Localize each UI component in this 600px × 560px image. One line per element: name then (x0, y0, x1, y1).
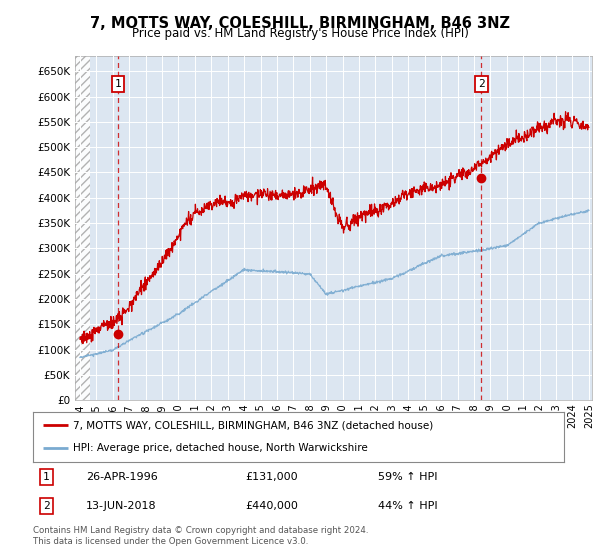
Text: 2: 2 (43, 501, 50, 511)
Text: 1: 1 (115, 80, 121, 89)
Text: 26-APR-1996: 26-APR-1996 (86, 472, 158, 482)
Text: 7, MOTTS WAY, COLESHILL, BIRMINGHAM, B46 3NZ (detached house): 7, MOTTS WAY, COLESHILL, BIRMINGHAM, B46… (73, 420, 433, 430)
Text: 7, MOTTS WAY, COLESHILL, BIRMINGHAM, B46 3NZ: 7, MOTTS WAY, COLESHILL, BIRMINGHAM, B46… (90, 16, 510, 31)
Text: 59% ↑ HPI: 59% ↑ HPI (378, 472, 437, 482)
Text: HPI: Average price, detached house, North Warwickshire: HPI: Average price, detached house, Nort… (73, 444, 368, 454)
Text: Price paid vs. HM Land Registry's House Price Index (HPI): Price paid vs. HM Land Registry's House … (131, 27, 469, 40)
Bar (72, 56, 90, 400)
Text: 13-JUN-2018: 13-JUN-2018 (86, 501, 157, 511)
Text: 2: 2 (478, 80, 485, 89)
Text: £131,000: £131,000 (245, 472, 298, 482)
Text: 44% ↑ HPI: 44% ↑ HPI (378, 501, 438, 511)
Text: £440,000: £440,000 (245, 501, 298, 511)
Text: Contains HM Land Registry data © Crown copyright and database right 2024.
This d: Contains HM Land Registry data © Crown c… (33, 526, 368, 546)
Text: 1: 1 (43, 472, 50, 482)
